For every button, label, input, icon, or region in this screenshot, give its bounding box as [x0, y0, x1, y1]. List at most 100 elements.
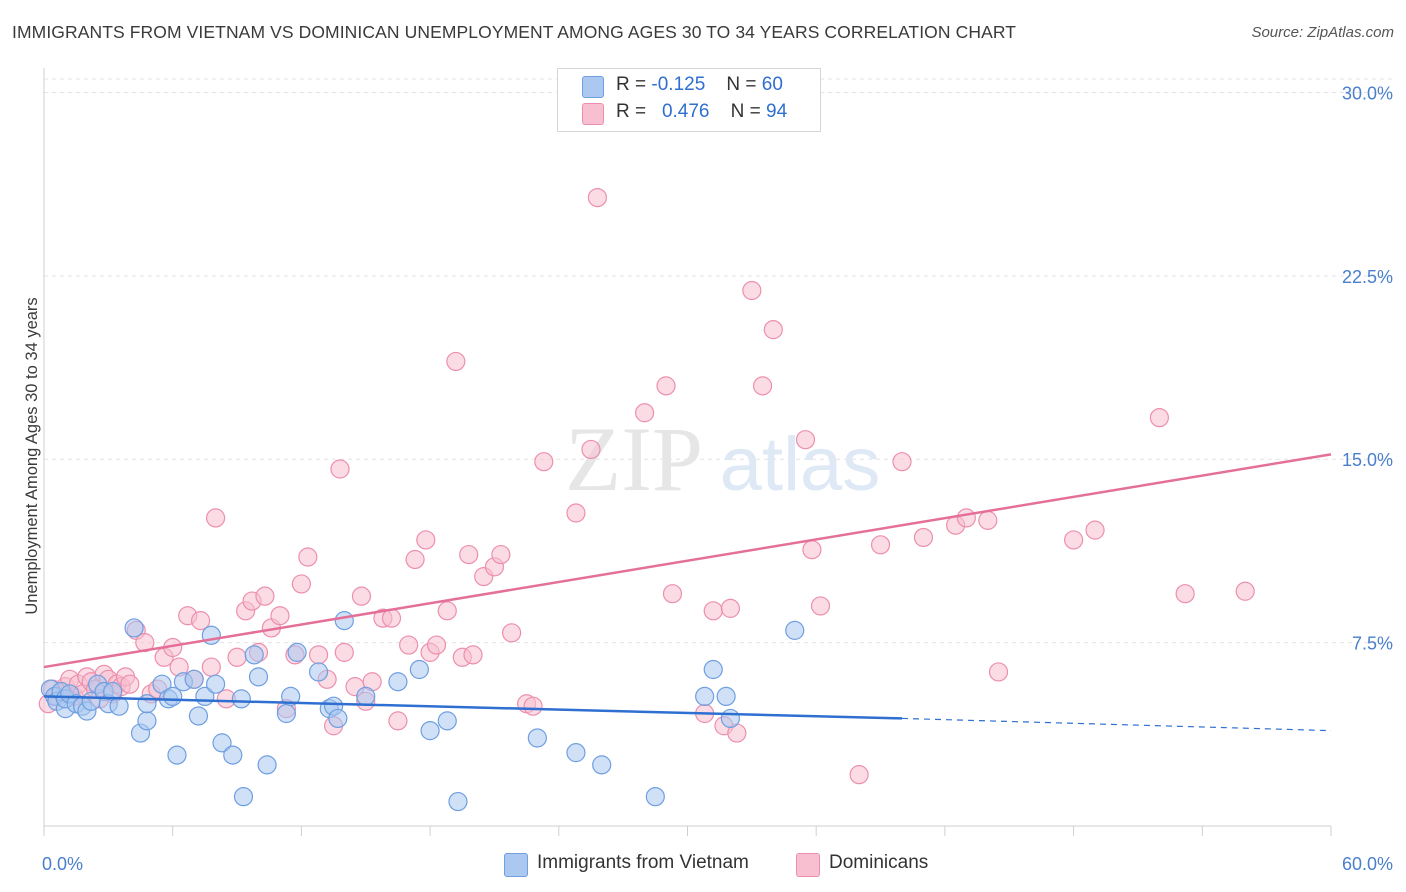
vietnam-point [137, 711, 157, 731]
vietnam-point [188, 706, 209, 726]
legend-n-label: N = [726, 74, 757, 95]
dominicans-point [255, 586, 275, 606]
vietnam-point [695, 686, 715, 707]
dominicans-point [201, 657, 221, 677]
vietnam-point [716, 686, 736, 707]
dominicans-point [795, 430, 816, 450]
vietnam-points [40, 611, 805, 812]
dominicans-point [720, 598, 741, 618]
vietnam-point [308, 662, 329, 682]
vietnam-point [248, 667, 269, 687]
vietnam-point [703, 659, 723, 680]
dominicans-point [587, 187, 608, 208]
dominicans-point [742, 280, 762, 301]
vietnam-point [257, 755, 277, 775]
vietnam-point [448, 791, 468, 812]
legend-text-dominicans: R = 0.476 N = 94 [616, 101, 787, 123]
dominicans-point [1085, 520, 1105, 540]
legend-n-value: 60 [761, 74, 783, 95]
dominicans-point [978, 510, 998, 530]
dominicans-point [120, 674, 140, 694]
vietnam-point [244, 645, 264, 665]
vietnam-point [276, 703, 296, 724]
legend-r-label: R = [616, 101, 647, 122]
vietnam-point [437, 711, 457, 731]
dominicans-point [662, 584, 683, 604]
watermark-zip: ZIP [565, 408, 703, 510]
dominicans-point [956, 508, 976, 528]
dominicans-point [416, 530, 436, 550]
dominicans-point [849, 765, 869, 785]
dominicans-point [463, 645, 483, 665]
vietnam-point [233, 787, 254, 807]
vietnam-point [388, 672, 408, 692]
vietnam-point [527, 728, 547, 748]
dominicans-point [405, 549, 425, 570]
vietnam-trend-line [43, 695, 903, 720]
vietnam-point [356, 686, 376, 707]
vietnam-point [281, 686, 301, 707]
legend-n-value: 94 [766, 101, 788, 122]
dominicans-point [534, 452, 554, 472]
vietnam-point [592, 755, 612, 775]
dominicans-point [308, 645, 329, 665]
legend-swatch-dominicans [582, 103, 604, 125]
vietnam-point [566, 743, 586, 763]
watermark: ZIP atlas [565, 408, 880, 510]
y-tick-label: 7.5% [1352, 634, 1393, 654]
dominicans-point [913, 527, 934, 548]
grid-lines [44, 78, 1393, 644]
vietnam-point [328, 708, 348, 729]
dominicans-point [502, 623, 522, 643]
dominicans-point [988, 662, 1009, 682]
vietnam-point [409, 659, 429, 680]
legend-r-label: R = [616, 74, 647, 95]
legend-r-value: 0.476 [661, 101, 710, 122]
dominicans-point [1063, 530, 1084, 550]
source-label: Source: ZipAtlas.com [1251, 24, 1394, 41]
vietnam-point [334, 611, 354, 631]
x-ticks [43, 826, 1332, 836]
vietnam-point [124, 618, 144, 638]
x-tick-label-min: 0.0% [42, 854, 83, 874]
vietnam-point [231, 689, 251, 709]
dominicans-point [566, 503, 586, 523]
dominicans-point [459, 544, 479, 565]
bottom-legend-swatch-vietnam [504, 853, 528, 877]
correlation-legend: R = -0.125 N = 60 R = 0.476 N = 94 [557, 68, 821, 132]
bottom-legend-vietnam: Immigrants from Vietnam [537, 852, 749, 873]
dominicans-point [270, 606, 290, 626]
dominicans-point [399, 635, 419, 655]
legend-text-vietnam: R = -0.125 N = 60 [616, 74, 783, 96]
dominicans-point [190, 611, 211, 631]
trend-lines [43, 453, 1332, 732]
dominicans-point [1149, 408, 1170, 428]
legend-n-label: N = [730, 101, 761, 122]
vietnam-point [420, 721, 440, 741]
legend-swatch-vietnam [582, 76, 604, 98]
dominicans-point [802, 540, 822, 560]
bottom-legend-swatch-dominicans [796, 853, 820, 877]
dominicans-point [298, 547, 318, 567]
legend-r-value: -0.125 [651, 74, 706, 95]
dominicans-point [388, 711, 408, 731]
dominicans-point [206, 508, 226, 528]
dominicans-trend-line [43, 453, 1332, 669]
dominicans-point [437, 601, 457, 621]
dominicans-point [1175, 584, 1195, 604]
dominicans-point [870, 535, 891, 555]
y-tick-label: 15.0% [1342, 450, 1393, 470]
vietnam-point [287, 642, 307, 662]
dominicans-point [656, 376, 676, 396]
y-axis-label: Unemployment Among Ages 30 to 34 years [23, 297, 41, 614]
vietnam-point [785, 620, 805, 640]
dominicans-point [334, 642, 354, 662]
dominicans-point [763, 320, 783, 340]
vietnam-point [184, 669, 204, 689]
dominicans-point [703, 601, 723, 621]
dominicans-point [446, 351, 466, 372]
vietnam-point [206, 674, 226, 694]
vietnam-point [137, 694, 157, 714]
dominicans-point [581, 439, 601, 460]
